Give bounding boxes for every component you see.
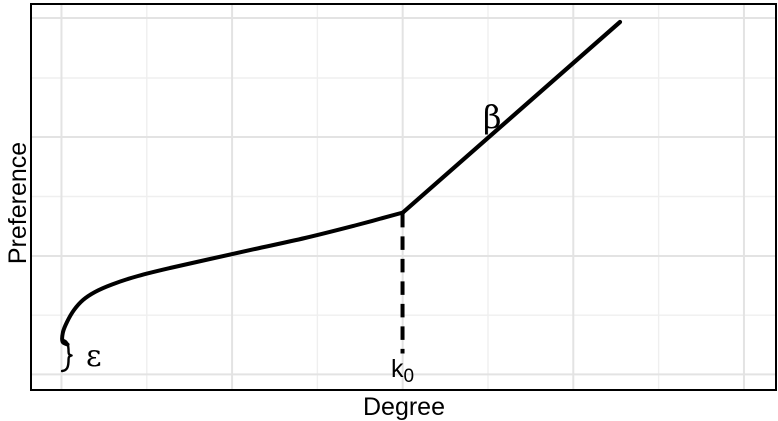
x-axis-title: Degree xyxy=(363,393,445,421)
beta-line-segment xyxy=(400,19,623,215)
k0-label: k0 xyxy=(391,355,414,387)
beta-label: β xyxy=(483,98,502,136)
preference-curve xyxy=(60,210,405,347)
k0-label-main: k xyxy=(391,355,404,383)
epsilon-brace xyxy=(60,338,73,373)
y-axis-title: Preference xyxy=(4,142,32,264)
k0-label-subscript: 0 xyxy=(404,366,415,387)
epsilon-label: ε xyxy=(86,339,102,374)
gridlines-major xyxy=(31,3,776,390)
panel-border xyxy=(30,3,777,391)
